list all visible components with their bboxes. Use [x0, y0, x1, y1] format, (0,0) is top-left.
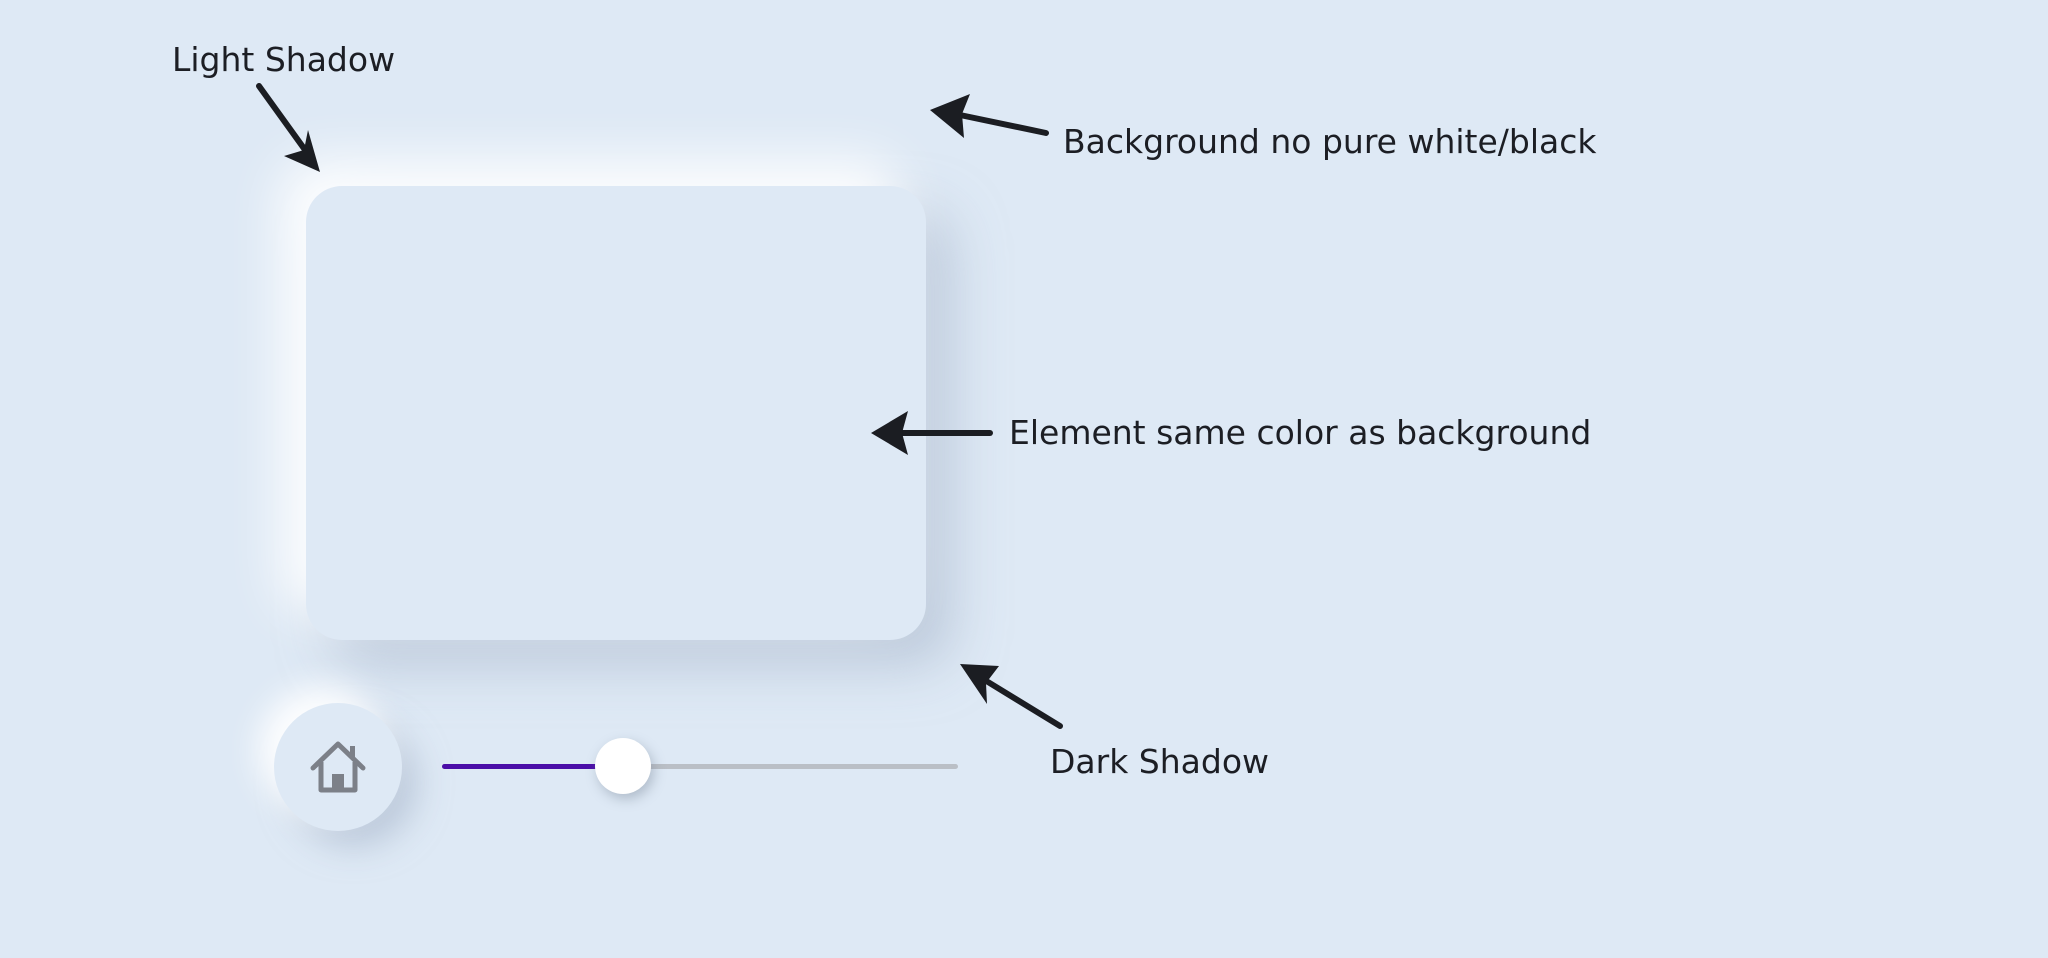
- neumorphic-card: [306, 186, 926, 640]
- element-color-label: Element same color as background: [1009, 413, 1592, 452]
- dark-shadow-arrow: [960, 664, 1063, 729]
- background-label: Background no pure white/black: [1063, 122, 1597, 161]
- home-button[interactable]: [274, 703, 402, 831]
- dark-shadow-label: Dark Shadow: [1050, 742, 1270, 781]
- slider-thumb[interactable]: [594, 738, 651, 794]
- light-shadow-label: Light Shadow: [172, 40, 396, 79]
- range-slider[interactable]: [442, 736, 958, 796]
- light-shadow-arrow: [256, 83, 320, 172]
- slider-fill: [442, 764, 623, 769]
- background-arrow: [930, 94, 1049, 138]
- home-icon: [310, 741, 366, 793]
- slider-track[interactable]: [442, 764, 958, 769]
